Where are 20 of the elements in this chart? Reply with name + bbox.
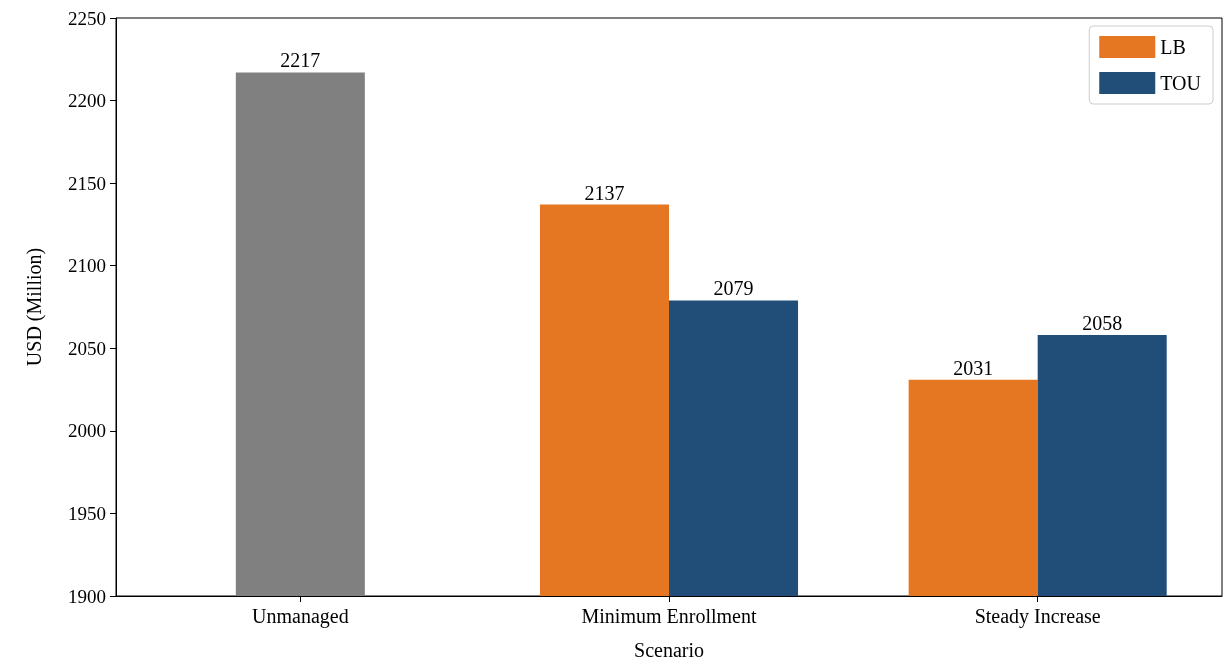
y-tick-label: 2100 bbox=[68, 255, 106, 277]
legend-label: LB bbox=[1160, 36, 1186, 58]
x-tick-label: Unmanaged bbox=[252, 605, 349, 628]
data-label: 2031 bbox=[953, 356, 994, 379]
data-label: 2217 bbox=[280, 49, 321, 72]
y-tick-label: 2050 bbox=[68, 337, 106, 359]
data-label: 2137 bbox=[584, 181, 625, 204]
y-tick-label: 1900 bbox=[68, 585, 106, 607]
x-tick-label: Minimum Enrollment bbox=[581, 605, 757, 627]
legend-label: TOU bbox=[1160, 72, 1202, 94]
y-tick-label: 2000 bbox=[68, 420, 106, 442]
x-axis-title: Scenario bbox=[634, 639, 704, 661]
data-label: 2058 bbox=[1082, 312, 1123, 335]
y-axis-title: USD (Million) bbox=[23, 247, 46, 367]
data-label: 2079 bbox=[713, 277, 754, 300]
y-tick-label: 2200 bbox=[68, 90, 106, 112]
y-tick-label: 2150 bbox=[68, 172, 106, 194]
y-tick-label: 2250 bbox=[68, 7, 106, 29]
x-tick-label: Steady Increase bbox=[974, 605, 1101, 628]
y-tick-label: 1950 bbox=[68, 502, 106, 524]
